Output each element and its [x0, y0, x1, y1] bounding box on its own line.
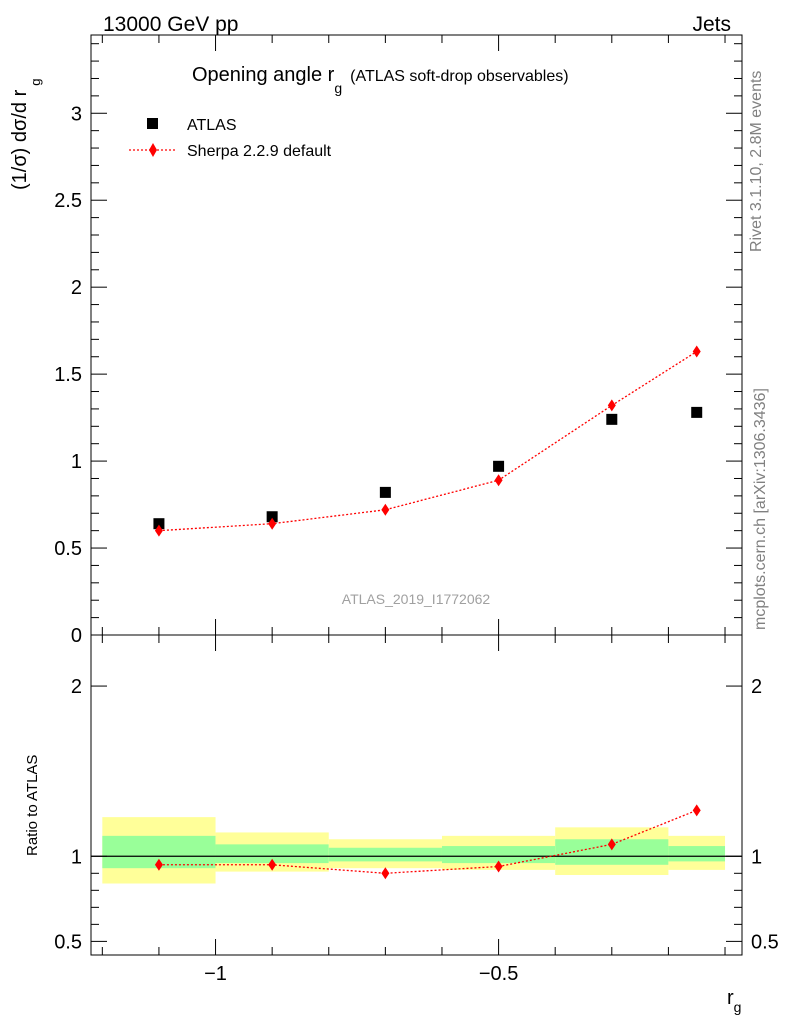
axis-ticks: −1 −0.5 0 0.5 1 1.5 2 2.5 3 0.5 0.5 1 1 2 2 — [54, 35, 779, 985]
y-tick-label: 1 — [71, 451, 82, 473]
sherpa-point — [268, 517, 277, 530]
x-axis-label-text: r — [727, 987, 734, 1009]
ratio-tick-label-right: 0.5 — [751, 931, 779, 953]
y-axis-label-main: (1/σ) dσ/d r g — [9, 79, 43, 191]
sherpa-point — [154, 524, 163, 537]
ratio-band-inner — [441, 846, 556, 864]
chart-title-main: Opening angle r — [192, 64, 335, 86]
x-axis-label: rg — [727, 987, 741, 1015]
ratio-point — [692, 804, 701, 817]
sherpa-point — [607, 399, 616, 412]
atlas-point — [606, 413, 618, 425]
ratio-tick-label-right: 2 — [751, 676, 762, 698]
ratio-tick-label-left: 1 — [71, 846, 82, 868]
ratio-tick-label-left: 0.5 — [54, 931, 82, 953]
ratio-point — [268, 858, 277, 871]
chart-title-suffix: (ATLAS soft-drop observables) — [350, 68, 568, 85]
series-lines — [158, 350, 698, 874]
atlas-point — [266, 511, 278, 523]
ratio-point — [494, 860, 503, 873]
y-axis-label-main-text: (1/σ) dσ/d r — [9, 89, 31, 190]
atlas-point — [379, 486, 391, 498]
y-tick-label: 0.5 — [54, 538, 82, 560]
y-axis-label-ratio: Ratio to ATLAS — [24, 755, 41, 856]
ratio-tick-label-left: 2 — [71, 676, 82, 698]
y-axis-label-main-sub: g — [28, 79, 43, 86]
header-left: 13000 GeV pp — [103, 13, 238, 36]
plot-frames — [90, 34, 743, 956]
ratio-band-inner — [215, 844, 329, 864]
series-points — [153, 345, 703, 880]
atlas-point — [691, 406, 703, 418]
sherpa-point — [381, 503, 390, 516]
atlas-point — [153, 518, 165, 530]
x-tick-label: −0.5 — [479, 963, 518, 985]
sherpa-point — [692, 345, 701, 358]
x-tick-label: −1 — [204, 963, 227, 985]
header-right: Jets — [692, 13, 731, 36]
y-tick-label: 1.5 — [54, 364, 82, 386]
legend-label-atlas: ATLAS — [187, 117, 237, 134]
ratio-point — [154, 858, 163, 871]
ratio-band-inner — [668, 846, 726, 862]
mcplots-label: mcplots.cern.ch [arXiv:1306.3436] — [752, 388, 769, 630]
sherpa-point — [494, 474, 503, 487]
sherpa-line — [158, 350, 698, 532]
chart-title: Opening angle rg (ATLAS soft-drop observa… — [192, 64, 569, 96]
analysis-watermark: ATLAS_2019_I1772062 — [342, 591, 491, 607]
ratio-point — [381, 867, 390, 880]
x-axis-label-sub: g — [734, 999, 742, 1015]
ratio-uncertainty-bands — [102, 817, 726, 884]
ratio-point — [607, 838, 616, 851]
atlas-point — [493, 460, 505, 472]
ratio-band-inner — [328, 847, 442, 862]
y-tick-label: 0 — [71, 625, 82, 647]
ratio-tick-label-right: 1 — [751, 846, 762, 868]
y-tick-label: 2.5 — [54, 190, 82, 212]
y-tick-label: 3 — [71, 103, 82, 125]
legend-marker-sherpa — [149, 143, 157, 157]
legend-label-sherpa: Sherpa 2.2.9 default — [187, 143, 332, 160]
rivet-version-label: Rivet 3.1.10, 2.8M events — [748, 71, 765, 252]
y-tick-label: 2 — [71, 277, 82, 299]
chart-title-sub: g — [334, 80, 342, 96]
ratio-plot-frame — [90, 634, 743, 956]
legend-marker-atlas — [147, 118, 158, 129]
legend: ATLAS Sherpa 2.2.9 default — [129, 117, 332, 160]
